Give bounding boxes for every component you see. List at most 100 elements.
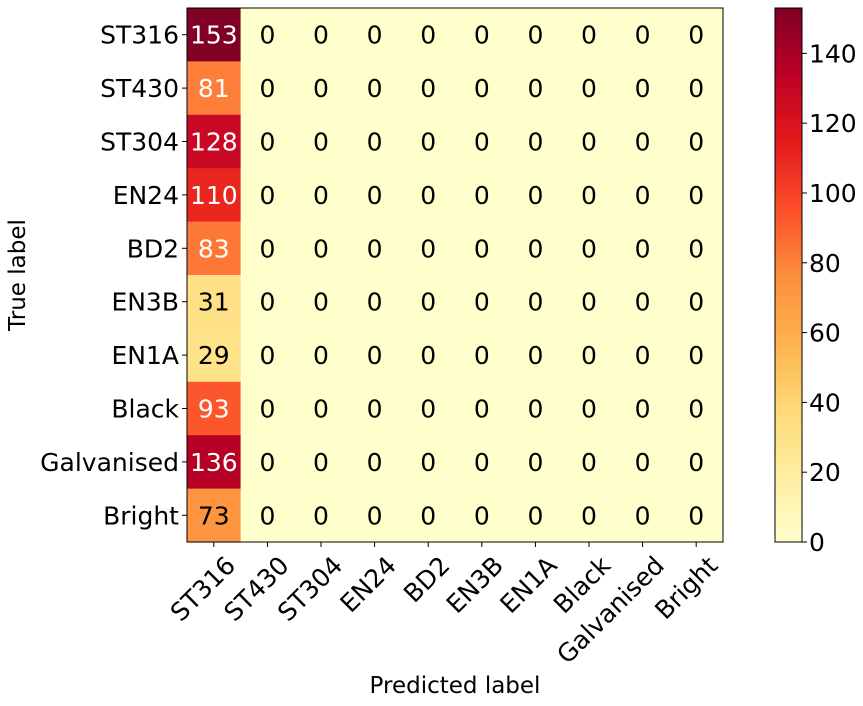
heatmap-cell (508, 61, 563, 116)
heatmap-cell (669, 61, 724, 116)
heatmap-cell (294, 61, 349, 116)
heatmap-cell (508, 488, 563, 543)
cell-value-label: 0 (259, 395, 275, 424)
heatmap-cell (347, 435, 402, 490)
heatmap-cell (401, 221, 456, 276)
cell-value-label: 0 (581, 395, 597, 424)
heatmap-cell (562, 275, 617, 329)
y-tick-label: Black (111, 395, 179, 424)
x-tick-label: EN3B (441, 551, 509, 619)
heatmap-cell (240, 488, 295, 543)
cell-value-label: 0 (367, 341, 383, 370)
cell-value-label: 0 (527, 181, 543, 210)
heatmap-cell (455, 221, 510, 276)
heatmap-cell (240, 168, 295, 223)
heatmap-cell (294, 488, 349, 543)
cell-value-label: 0 (688, 181, 704, 210)
cell-value-label: 0 (581, 128, 597, 157)
cell-value-label: 0 (581, 501, 597, 530)
colorbar-tick-label: 20 (809, 458, 841, 487)
heatmap-cell (187, 61, 242, 116)
heatmap-cell (294, 168, 349, 223)
heatmap-cell (669, 381, 724, 436)
heatmap-cell (455, 168, 510, 223)
heatmap-cell (615, 275, 670, 329)
heatmap-cell (294, 8, 349, 62)
cell-value-label: 0 (635, 395, 651, 424)
cell-value-label: 0 (688, 74, 704, 103)
cell-value-label: 0 (581, 288, 597, 317)
cell-value-label: 0 (420, 128, 436, 157)
cell-value-label: 0 (367, 74, 383, 103)
heatmap-cell (615, 8, 670, 62)
cell-value-label: 0 (420, 234, 436, 263)
cell-value-label: 0 (313, 341, 329, 370)
heatmap-cell (562, 488, 617, 543)
y-axis-title: True label (5, 219, 31, 332)
cell-value-label: 0 (527, 74, 543, 103)
cell-value-label: 136 (190, 448, 238, 477)
heatmap-cell (669, 328, 724, 383)
colorbar-tick-label: 100 (809, 179, 857, 208)
heatmap-cell (347, 221, 402, 276)
cell-value-label: 0 (367, 128, 383, 157)
heatmap-cell (240, 8, 295, 62)
heatmap-cell (615, 488, 670, 543)
heatmap-cell (455, 114, 510, 169)
x-axis-title: Predicted label (370, 673, 541, 699)
cell-value-label: 0 (527, 288, 543, 317)
cell-value-label: 0 (420, 501, 436, 530)
heatmap-cells (187, 8, 724, 543)
cell-value-label: 0 (420, 74, 436, 103)
y-tick-label: ST316 (100, 21, 179, 50)
cell-value-label: 0 (313, 181, 329, 210)
cell-value-label: 0 (688, 234, 704, 263)
heatmap-cell-labels: 153 0 0 0 0 0 0 0 0 0 81 0 0 0 0 0 0 0 0 0 128 0 0 0 0 0 0 0 0 0 110 0 0… (190, 21, 704, 531)
heatmap-cell (187, 328, 242, 383)
cell-value-label: 0 (688, 448, 704, 477)
heatmap-cell (669, 114, 724, 169)
cell-value-label: 0 (527, 21, 543, 50)
cell-value-label: 0 (527, 395, 543, 424)
cell-value-label: 0 (420, 181, 436, 210)
heatmap-cell (455, 275, 510, 329)
cell-value-label: 0 (474, 21, 490, 50)
heatmap-cell (615, 61, 670, 116)
heatmap-cell (562, 328, 617, 383)
heatmap-cell (347, 168, 402, 223)
heatmap-cell (615, 168, 670, 223)
heatmap-cell (455, 61, 510, 116)
plot-frame (186, 7, 724, 543)
cell-value-label: 0 (635, 288, 651, 317)
heatmap-cell (562, 114, 617, 169)
y-tick-label: EN1A (111, 341, 179, 370)
y-tick-label: ST304 (100, 128, 179, 157)
heatmap-cell (455, 435, 510, 490)
heatmap-cell (401, 488, 456, 543)
cell-value-label: 0 (313, 395, 329, 424)
heatmap-cell (401, 114, 456, 169)
y-tick-label: EN24 (113, 181, 179, 210)
heatmap-cell (347, 381, 402, 436)
y-tick-label: ST430 (100, 74, 179, 103)
heatmap-cell (508, 221, 563, 276)
heatmap-cell (294, 435, 349, 490)
cell-value-label: 0 (635, 128, 651, 157)
cell-value-label: 0 (688, 341, 704, 370)
cell-value-label: 153 (190, 21, 238, 50)
cell-value-label: 0 (420, 288, 436, 317)
cell-value-label: 110 (190, 181, 238, 210)
cell-value-label: 81 (198, 74, 230, 103)
heatmap-cell (240, 114, 295, 169)
heatmap-cell (455, 381, 510, 436)
colorbar-tick-label: 140 (809, 39, 857, 68)
heatmap-cell (240, 61, 295, 116)
heatmap-cell (508, 168, 563, 223)
cell-value-label: 0 (474, 234, 490, 263)
cell-value-label: 0 (313, 234, 329, 263)
cell-value-label: 0 (474, 181, 490, 210)
heatmap-cell (347, 275, 402, 329)
cell-value-label: 0 (635, 341, 651, 370)
heatmap-cell (615, 114, 670, 169)
